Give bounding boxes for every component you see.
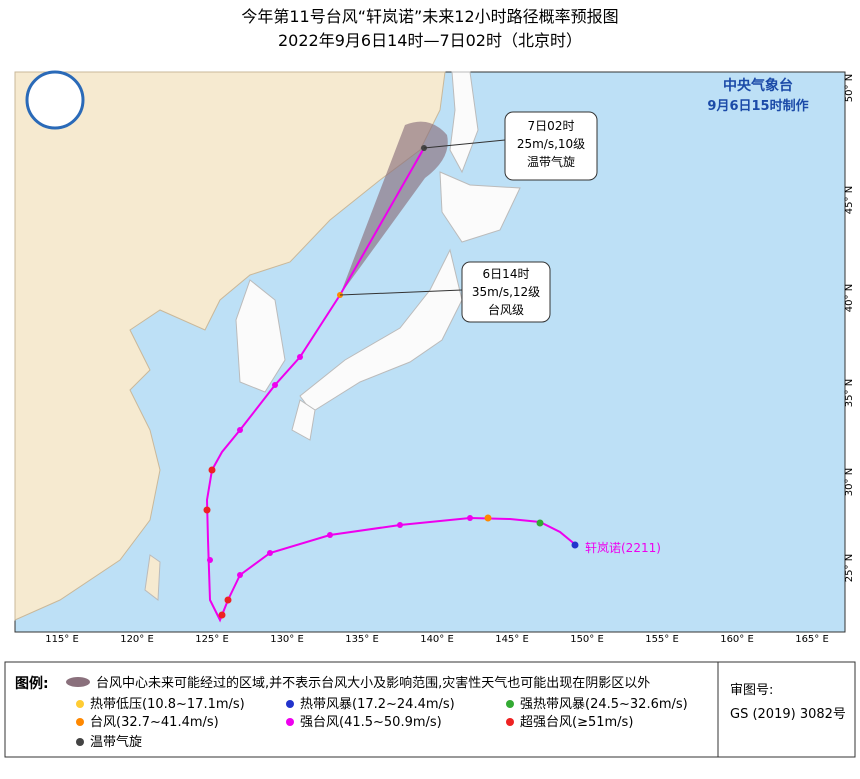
- typhoon-label: 轩岚诺(2211): [585, 541, 661, 555]
- legend-item: 强台风(41.5~50.9m/s): [300, 715, 442, 730]
- sakhalin: [449, 71, 479, 174]
- approval: GS (2019) 3082号: [730, 707, 846, 722]
- lon-label: 150° E: [570, 634, 604, 645]
- point: [571, 541, 579, 549]
- korea: [235, 279, 286, 393]
- callout-text: 台风级: [488, 302, 524, 317]
- point: [484, 514, 492, 522]
- lon-label: 160° E: [720, 634, 754, 645]
- agency: 中央气象台: [723, 77, 793, 94]
- legend: 图例: 台风中心未来可能经过的区域,并不表示台风大小及影响范围,灾害性天气也可能…: [4, 661, 856, 758]
- legend-marker: [506, 700, 514, 708]
- callout-box: [461, 261, 551, 323]
- hokkaido: [439, 171, 521, 243]
- logo: [25, 70, 85, 130]
- lon-label: 155° E: [645, 634, 679, 645]
- legend-marker: [286, 718, 294, 726]
- lon-label: 145° E: [495, 634, 529, 645]
- legend-item: 超强台风(≥51m/s): [520, 715, 633, 730]
- legend-marker: [506, 718, 514, 726]
- legend-item: 热带风暴(17.2~24.4m/s): [300, 697, 455, 712]
- subtitle: 2022年9月6日14时—7日02时（北京时）: [278, 31, 582, 50]
- kyushu: [291, 399, 316, 441]
- lat-label: 35° N: [844, 379, 855, 407]
- legend-cone: [66, 677, 90, 687]
- lon-label: 140° E: [420, 634, 454, 645]
- legend-marker: [286, 700, 294, 708]
- lon-label: 125° E: [195, 634, 229, 645]
- legend-item: 台风(32.7~41.4m/s): [90, 715, 219, 730]
- legend-marker: [76, 738, 84, 746]
- callout-text: 25m/s,10级: [517, 137, 585, 151]
- super-points: [203, 466, 232, 619]
- issued: 9月6日15时制作: [707, 98, 808, 114]
- callout-text: 35m/s,12级: [472, 285, 540, 299]
- taiwan: [144, 554, 161, 601]
- legend-item: 强热带风暴(24.5~32.6m/s): [520, 697, 688, 712]
- lat-label: 40° N: [844, 284, 855, 312]
- lat-label: 50° N: [844, 74, 855, 102]
- track: [205, 147, 578, 623]
- lon-label: 165° E: [795, 634, 829, 645]
- legend-item: 温带气旋: [90, 734, 142, 750]
- approval-label: 审图号:: [730, 683, 773, 698]
- legend-title: 图例:: [15, 675, 49, 692]
- lat-label: 30° N: [844, 468, 855, 496]
- lat-label: 25° N: [844, 554, 855, 582]
- track-points: [207, 354, 473, 578]
- callout-text: 7日02时: [528, 119, 575, 133]
- lon-label: 130° E: [270, 634, 304, 645]
- leader: [339, 289, 463, 296]
- graticule-labels: 115° E 120° E 125° E 130° E 135° E 140° E 145°…: [45, 74, 855, 645]
- leader: [423, 139, 506, 149]
- legend-marker: [76, 718, 84, 726]
- legend-marker: [76, 700, 84, 708]
- map: 7日02时 25m/s,10级 温带气旋 6日14时 35m/s,12级 台风级…: [14, 70, 855, 645]
- legend-cone-text: 台风中心未来可能经过的区域,并不表示台风大小及影响范围,灾害性天气也可能出现在阴…: [96, 675, 650, 691]
- legend-item: 热带低压(10.8~17.1m/s): [90, 697, 245, 712]
- title: 今年第11号台风“轩岚诺”未来12小时路径概率预报图: [241, 7, 618, 26]
- callout-text: 6日14时: [483, 267, 530, 281]
- legend-box: [4, 661, 856, 758]
- callout-text: 温带气旋: [527, 154, 575, 169]
- lon-label: 115° E: [45, 634, 79, 645]
- lat-label: 45° N: [844, 186, 855, 214]
- probability-cone: [340, 121, 448, 296]
- callout-box: [504, 111, 598, 181]
- point: [536, 519, 544, 527]
- lon-label: 135° E: [345, 634, 379, 645]
- lon-label: 120° E: [120, 634, 154, 645]
